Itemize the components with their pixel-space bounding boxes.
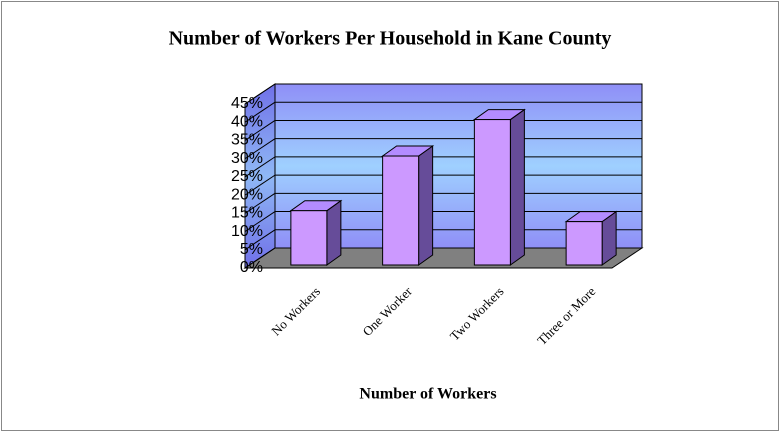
bar-side <box>326 199 342 266</box>
y-tick-label: 40% <box>231 113 263 130</box>
side-grid-line <box>244 211 276 232</box>
y-tick-label: 20% <box>231 186 263 203</box>
side-grid-line <box>244 138 276 160</box>
y-tick-label: 5% <box>240 241 263 258</box>
side-grid-line <box>244 120 276 141</box>
bar-side <box>418 145 434 266</box>
y-tick-label: 25% <box>231 168 263 185</box>
bar <box>382 155 420 266</box>
y-tick-label: 15% <box>231 205 263 222</box>
x-axis-title: Number of Workers <box>359 386 496 403</box>
y-tick-label: 45% <box>231 95 263 112</box>
bar <box>290 210 328 266</box>
y-tick-label: 35% <box>231 132 263 149</box>
bar <box>473 119 511 266</box>
bar-side <box>509 108 525 266</box>
chart-title: Number of Workers Per Household in Kane … <box>169 28 612 50</box>
side-grid-line <box>244 101 276 123</box>
side-grid-line <box>244 247 276 269</box>
y-tick-label: 10% <box>231 223 263 240</box>
y-tick-label: 30% <box>231 150 263 167</box>
side-grid-line <box>244 83 276 105</box>
side-grid-line <box>244 174 276 196</box>
bar <box>565 221 603 266</box>
side-grid-line <box>244 192 276 214</box>
side-grid-line <box>244 156 276 178</box>
y-tick-label: 0% <box>240 259 263 276</box>
side-grid-line <box>244 229 276 251</box>
